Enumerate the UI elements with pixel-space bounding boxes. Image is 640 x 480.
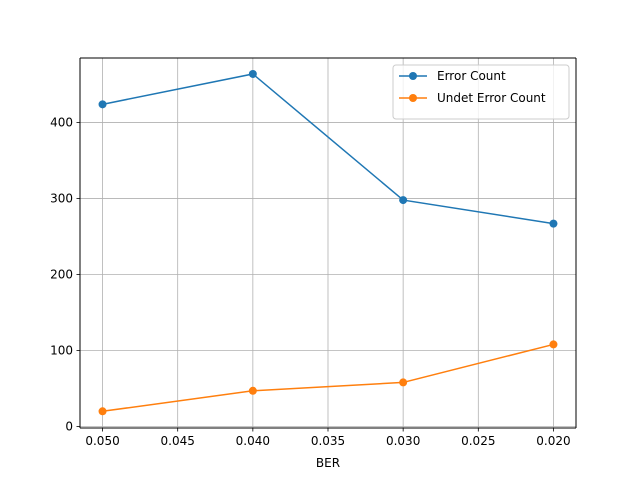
x-tick-label: 0.050: [85, 434, 119, 448]
x-tick-label: 0.025: [461, 434, 495, 448]
y-tick-label: 300: [50, 192, 73, 206]
y-tick-label: 0: [65, 419, 73, 433]
data-point: [549, 340, 558, 349]
legend-label: Error Count: [437, 69, 506, 83]
grid: [80, 58, 576, 428]
legend-entry: Error Count: [399, 69, 506, 83]
x-axis-ticks: 0.050 0.045 0.040 0.035 0.030 0.025 0.020: [85, 428, 571, 448]
series-layer: [98, 69, 558, 416]
y-tick-label: 200: [50, 268, 73, 282]
legend: Error Count Undet Error Count: [392, 64, 570, 120]
series-1: [98, 69, 558, 228]
legend-marker: [409, 94, 417, 102]
y-axis-ticks: 0 100 200 300 400: [50, 116, 80, 433]
legend-box: [392, 64, 570, 120]
x-tick-label: 0.045: [161, 434, 195, 448]
data-point: [248, 386, 257, 395]
y-tick-label: 400: [50, 116, 73, 130]
data-point: [399, 378, 408, 387]
legend-entry: Undet Error Count: [399, 91, 546, 105]
data-point: [98, 407, 107, 416]
x-axis-label: BER: [316, 456, 340, 470]
y-tick-label: 100: [50, 344, 73, 358]
data-point: [399, 196, 408, 205]
data-point: [98, 100, 107, 109]
data-point: [549, 219, 558, 228]
series-line: [102, 343, 554, 413]
data-point: [248, 69, 257, 78]
series-line: [102, 73, 554, 225]
x-tick-label: 0.030: [386, 434, 420, 448]
series-2: [98, 340, 558, 416]
x-tick-label: 0.040: [236, 434, 270, 448]
legend-label: Undet Error Count: [437, 91, 546, 105]
legend-marker: [409, 72, 417, 80]
x-tick-label: 0.020: [536, 434, 570, 448]
x-tick-label: 0.035: [311, 434, 345, 448]
